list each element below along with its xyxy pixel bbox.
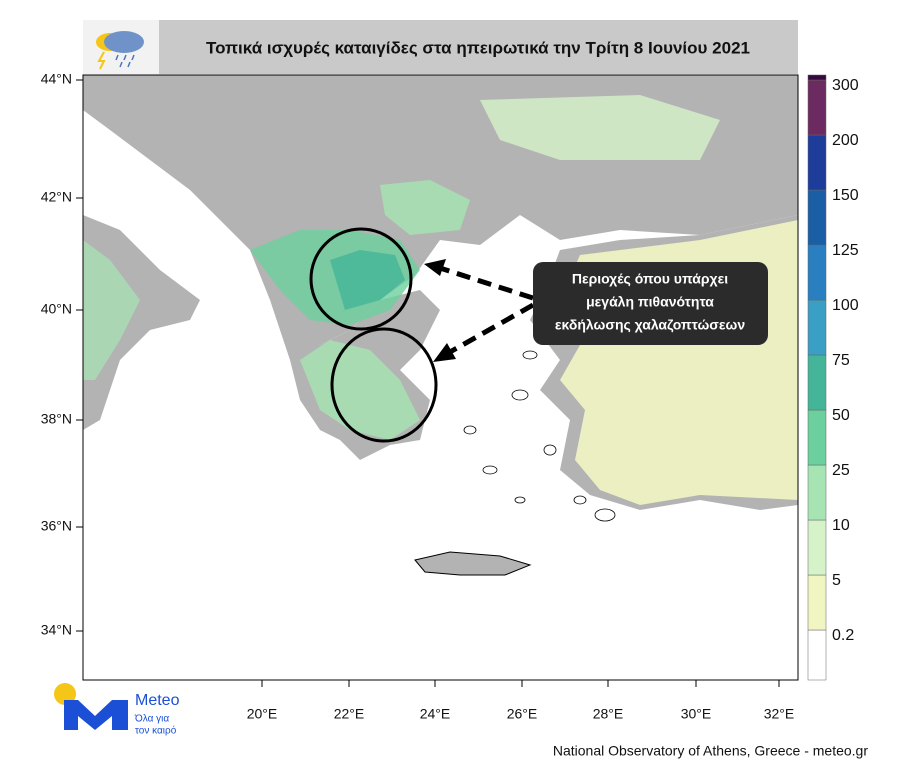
colorbar-label: 75 <box>832 352 850 369</box>
lat-label: 44°N <box>41 71 72 87</box>
annotation-text: Περιοχές όπου υπάρχει μεγάλη πιθανότητα εκ… <box>555 271 745 333</box>
lon-label: 24°E <box>420 706 451 722</box>
lat-label: 40°N <box>41 301 72 317</box>
rain-core <box>330 250 405 310</box>
axes: 44°N 42°N 40°N 38°N 36°N 34°N 20°E 22°E 24°E 26°E… <box>41 71 795 722</box>
rain-italy <box>83 240 140 380</box>
annotation-box <box>533 262 768 345</box>
colorbar-segment <box>807 409 827 466</box>
lat-label: 42°N <box>41 189 72 205</box>
highlight-circle <box>309 227 413 331</box>
colorbar-label: 200 <box>832 132 859 149</box>
lon-label: 22°E <box>334 706 365 722</box>
colorbar-segment <box>807 74 827 81</box>
lon-label: 32°E <box>764 706 795 722</box>
arrows <box>439 265 535 355</box>
colorbar: 0.2 5 10 25 50 75 100 125 150 200 300 <box>807 74 859 681</box>
colorbar-segment <box>807 134 827 191</box>
colorbar-segment <box>807 574 827 631</box>
islands <box>463 350 616 522</box>
footer: National Observatory of Athens, Greece -… <box>553 743 868 759</box>
rain-central-greece <box>300 340 420 440</box>
colorbar-label: 100 <box>832 297 859 314</box>
colorbar-label: 0.2 <box>832 627 854 644</box>
colorbar-segment <box>807 79 827 136</box>
colorbar-segment <box>807 354 827 411</box>
map <box>82 74 799 681</box>
rain-romania <box>480 95 720 160</box>
lon-label: 28°E <box>593 706 624 722</box>
logo: Meteo Όλα για τον καιρό <box>54 683 180 737</box>
highlight-circle <box>330 327 438 443</box>
logo-tagline: τον καιρό <box>135 725 177 737</box>
rain-bulgaria <box>380 180 470 235</box>
logo-tagline: Όλα για <box>134 714 169 725</box>
colorbar-segment <box>807 629 827 681</box>
arrow-head <box>424 259 446 276</box>
logo-name: Meteo <box>135 692 180 709</box>
colorbar-segment <box>807 519 827 576</box>
colorbar-label: 50 <box>832 407 850 424</box>
annotation-line: Περιοχές όπου υπάρχει <box>572 271 728 287</box>
weather-icon <box>96 31 144 70</box>
colorbar-label: 300 <box>832 77 859 94</box>
lat-label: 34°N <box>41 622 72 638</box>
colorbar-label: 10 <box>832 517 850 534</box>
annotation-line: μεγάλη πιθανότητα <box>586 294 714 310</box>
colorbar-segment <box>807 464 827 521</box>
map-frame <box>82 74 799 681</box>
lat-label: 36°N <box>41 518 72 534</box>
colorbar-segment <box>807 299 827 356</box>
lon-label: 26°E <box>507 706 538 722</box>
colorbar-segment <box>807 189 827 246</box>
colorbar-label: 25 <box>832 462 850 479</box>
arrow-head <box>433 343 456 362</box>
colorbar-label: 125 <box>832 242 859 259</box>
colorbar-segment <box>807 244 827 301</box>
header-bar <box>83 20 798 74</box>
lat-label: 38°N <box>41 411 72 427</box>
colorbar-label: 150 <box>832 187 859 204</box>
title: Τοπικά ισχυρές καταιγίδες στα ηπειρωτικά… <box>206 38 750 57</box>
colorbar-label: 5 <box>832 572 841 589</box>
lon-label: 30°E <box>681 706 712 722</box>
annotation-line: εκδήλωσης χαλαζοπτώσεων <box>555 317 745 333</box>
lon-label: 20°E <box>247 706 278 722</box>
crete <box>414 551 532 576</box>
